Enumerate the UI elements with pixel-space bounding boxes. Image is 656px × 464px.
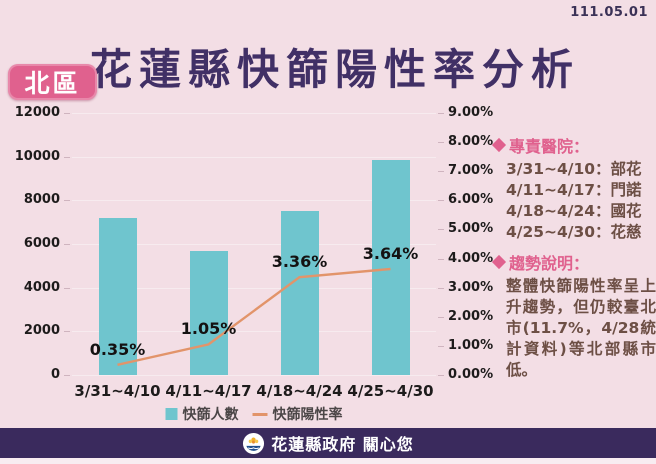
y-axis-left-tick-label: 12000 [14,105,60,120]
page-title: 花蓮縣快篩陽性率分析 [89,45,581,95]
axis-tick [438,317,444,318]
axis-tick [438,200,444,201]
y-axis-right-tick-label: 5.00% [448,221,494,237]
gridline [72,331,436,332]
footer-bar: 花蓮縣政府 關心您 [0,428,656,458]
axis-tick [64,113,70,114]
line-point-label: 3.36% [271,252,328,272]
axis-tick [438,346,444,347]
y-axis-left-tick-label: 0 [50,367,60,382]
y-axis-right-tick-label: 1.00% [448,337,494,353]
line-point-label: 1.05% [180,319,237,339]
gridline [72,200,436,201]
gridline [72,157,436,158]
x-axis-tick-label: 4/25~4/30 [347,382,434,400]
legend-line-label: 快篩陽性率 [272,407,343,423]
trend-text: 整體快篩陽性率呈上升趨勢，但仍較臺北市(11.7%，4/28統計資料)等北部縣市… [506,277,656,379]
footer-strip [0,458,656,464]
hospitals-annotation: 專責醫院： 3/31~4/10：部花 4/11~4/17：門諾 4/18~4/24：… [491,133,654,243]
axis-tick [438,142,444,143]
trend-heading-label: 趨勢說明： [509,254,590,273]
axis-tick [438,375,444,376]
x-axis-tick-label: 4/18~4/24 [256,382,343,400]
axis-tick [438,113,444,114]
axis-tick [64,331,70,332]
axis-tick [438,229,444,230]
bar [371,160,410,375]
diamond-icon [491,254,507,270]
x-axis-tick-label: 3/31~4/10 [74,382,161,400]
legend-item-line: 快篩陽性率 [252,404,343,424]
region-badge-label: 北區 [24,69,81,98]
y-axis-left-tick-label: 6000 [23,236,60,251]
y-axis-right-tick-label: 2.00% [448,308,494,324]
bar-swatch-icon [165,408,178,420]
hospitals-heading-label: 專責醫院： [509,137,590,156]
axis-tick [64,375,70,376]
axis-tick [438,171,444,172]
legend-bar-label: 快篩人數 [182,407,239,423]
axis-tick [64,200,70,201]
plot-area: 0.35% 1.05% 3.36% 3.64% [72,113,436,376]
y-axis-right-tick-label: 9.00% [448,105,494,120]
y-axis-right-tick-label: 0.00% [448,367,494,382]
y-axis-left-tick-label: 4000 [23,280,60,295]
y-axis-left-tick-label: 2000 [23,323,60,338]
gridline [72,113,436,114]
y-axis-left-tick-label: 10000 [14,149,60,164]
axis-tick [438,288,444,289]
hospital-list: 3/31~4/10：部花 4/11~4/17：門諾 4/18~4/24：國花 4/25… [506,159,654,243]
line-series [117,267,391,366]
bar [280,211,319,375]
date-stamp: 111.05.01 [570,5,648,20]
hospital-list-item: 4/11~4/17：門諾 [506,181,642,199]
gridline [72,244,436,245]
line-point-label: 0.35% [89,339,146,359]
hospital-list-item: 4/18~4/24：國花 [506,202,642,220]
y-axis-right-tick-label: 7.00% [448,163,494,179]
county-government-logo-icon [243,432,265,454]
trend-annotation: 趨勢說明： 整體快篩陽性率呈上升趨勢，但仍較臺北市(11.7%，4/28統計資料… [491,250,656,381]
gridline [72,288,436,289]
chart-legend: 快篩人數 快篩陽性率 [165,404,343,424]
axis-tick [64,244,70,245]
axis-tick [64,288,70,289]
bar [98,218,137,375]
footer-text: 花蓮縣政府 關心您 [271,435,414,454]
diamond-icon [491,137,507,153]
hospital-list-item: 4/25~4/30：花慈 [506,223,642,241]
line-point-label: 3.64% [362,244,419,264]
trend-heading: 趨勢說明： [491,250,654,274]
hospital-list-item: 3/31~4/10：部花 [506,160,642,178]
hospitals-heading: 專責醫院： [491,133,654,157]
y-axis-right-tick-label: 4.00% [448,250,494,266]
y-axis-right-tick-label: 6.00% [448,192,494,208]
bar [189,251,228,375]
y-axis-right-tick-label: 3.00% [448,279,494,295]
y-axis-left-tick-label: 8000 [23,192,60,207]
y-axis-right-tick-label: 8.00% [448,134,494,150]
gridline [72,375,436,376]
axis-tick [438,259,444,260]
axis-tick [64,157,70,158]
x-axis-tick-label: 4/11~4/17 [165,382,252,400]
region-badge: 北區 [8,64,97,100]
legend-item-bars: 快篩人數 [165,404,239,424]
line-swatch-icon [252,412,268,416]
